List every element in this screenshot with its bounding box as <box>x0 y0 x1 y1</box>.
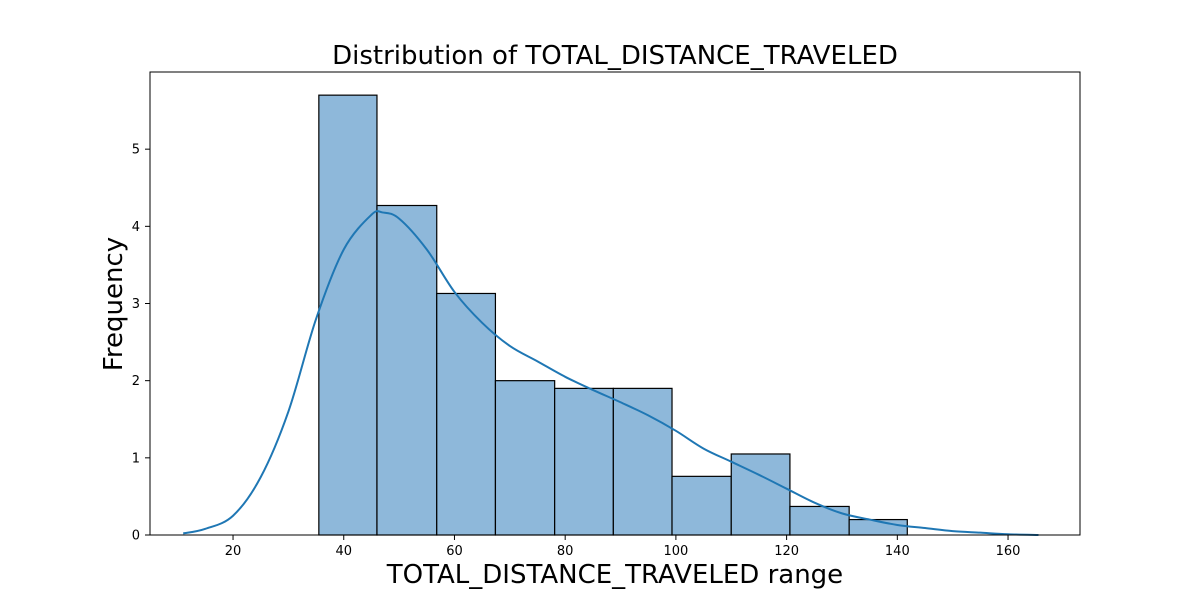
x-axis-label: TOTAL_DISTANCE_TRAVELED range <box>386 560 843 590</box>
histogram-bars <box>318 94 908 536</box>
y-tick-label: 0 <box>132 529 140 544</box>
kde-curve <box>183 210 1039 536</box>
y-axis-ticks: 0 1 2 3 4 5 <box>132 143 150 544</box>
histogram-bar-2 <box>376 204 438 536</box>
x-tick-label: 40 <box>335 544 352 559</box>
histogram-bar-4 <box>494 380 556 536</box>
x-tick-label: 160 <box>996 544 1021 559</box>
x-tick-label: 120 <box>774 544 799 559</box>
chart-title: Distribution of TOTAL_DISTANCE_TRAVELED <box>332 41 898 71</box>
x-tick-label: 100 <box>663 544 688 559</box>
histogram-bar-6 <box>612 387 673 536</box>
x-axis-ticks: 20 40 60 80 100 120 140 160 <box>225 535 1021 559</box>
y-tick-label: 5 <box>132 143 140 158</box>
histogram-bar-8 <box>730 453 791 536</box>
histogram-bar-3 <box>436 292 497 536</box>
x-tick-label: 140 <box>885 544 910 559</box>
histogram-bar-1 <box>318 94 378 536</box>
histogram-bar-7 <box>671 475 732 536</box>
histogram-bar-9 <box>789 505 850 536</box>
y-tick-label: 3 <box>132 297 140 312</box>
y-axis-label: Frequency <box>99 237 129 371</box>
y-tick-label: 4 <box>132 220 140 235</box>
x-tick-label: 60 <box>446 544 463 559</box>
y-tick-label: 1 <box>132 451 140 466</box>
x-tick-label: 80 <box>557 544 574 559</box>
histogram-bar-5 <box>554 387 614 536</box>
y-tick-label: 2 <box>132 374 140 389</box>
x-tick-label: 20 <box>225 544 242 559</box>
